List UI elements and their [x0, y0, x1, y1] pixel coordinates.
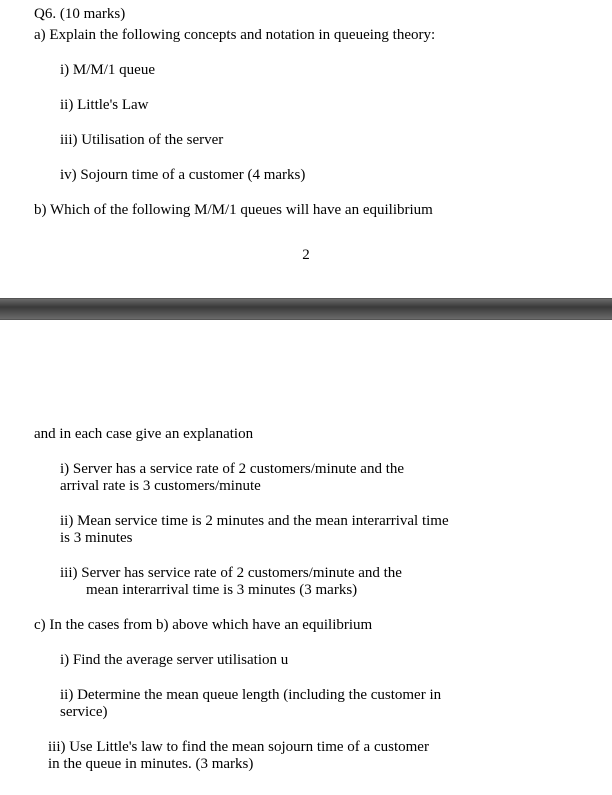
q6a-iv: iv) Sojourn time of a customer (4 marks) [34, 167, 578, 184]
q6c-prompt: c) In the cases from b) above which have… [34, 617, 578, 634]
page-bottom: and in each case give an explanation i) … [0, 320, 612, 783]
page-top: Q6. (10 marks) a) Explain the following … [0, 0, 612, 298]
q6c-ii-line1: ii) Determine the mean queue length (inc… [60, 687, 441, 703]
q6a-iii: iii) Utilisation of the server [34, 132, 578, 149]
top-margin-space [34, 326, 578, 426]
q6c-ii: ii) Determine the mean queue length (inc… [34, 687, 520, 721]
page-gap [0, 298, 612, 320]
q6b-ii-line2: is 3 minutes [60, 530, 133, 546]
q6b-i: i) Server has a service rate of 2 custom… [34, 461, 500, 495]
q6c-iii: iii) Use Little's law to find the mean s… [34, 739, 508, 773]
q6c-ii-line2: service) [60, 704, 107, 720]
q6b-continuation: and in each case give an explanation [34, 426, 578, 443]
q6b-iii: iii) Server has service rate of 2 custom… [34, 565, 520, 599]
q6b-prompt: b) Which of the following M/M/1 queues w… [34, 202, 578, 219]
q6a-i: i) M/M/1 queue [34, 62, 578, 79]
q6-heading: Q6. (10 marks) [34, 6, 578, 23]
page-number: 2 [34, 247, 578, 264]
q6a-ii: ii) Little's Law [34, 97, 578, 114]
q6a-prompt: a) Explain the following concepts and no… [34, 27, 578, 44]
q6b-i-line1: i) Server has a service rate of 2 custom… [60, 461, 404, 477]
q6c-iii-line2: in the queue in minutes. (3 marks) [48, 756, 253, 772]
q6b-i-line2: arrival rate is 3 customers/minute [60, 478, 261, 494]
q6b-ii-line1: ii) Mean service time is 2 minutes and t… [60, 513, 449, 529]
q6b-ii: ii) Mean service time is 2 minutes and t… [34, 513, 520, 547]
q6c-i: i) Find the average server utilisation u [34, 652, 578, 669]
q6b-iii-line1: iii) Server has service rate of 2 custom… [60, 565, 402, 581]
q6c-iii-line1: iii) Use Little's law to find the mean s… [48, 739, 429, 755]
q6b-iii-line2: mean interarrival time is 3 minutes (3 m… [60, 582, 357, 599]
